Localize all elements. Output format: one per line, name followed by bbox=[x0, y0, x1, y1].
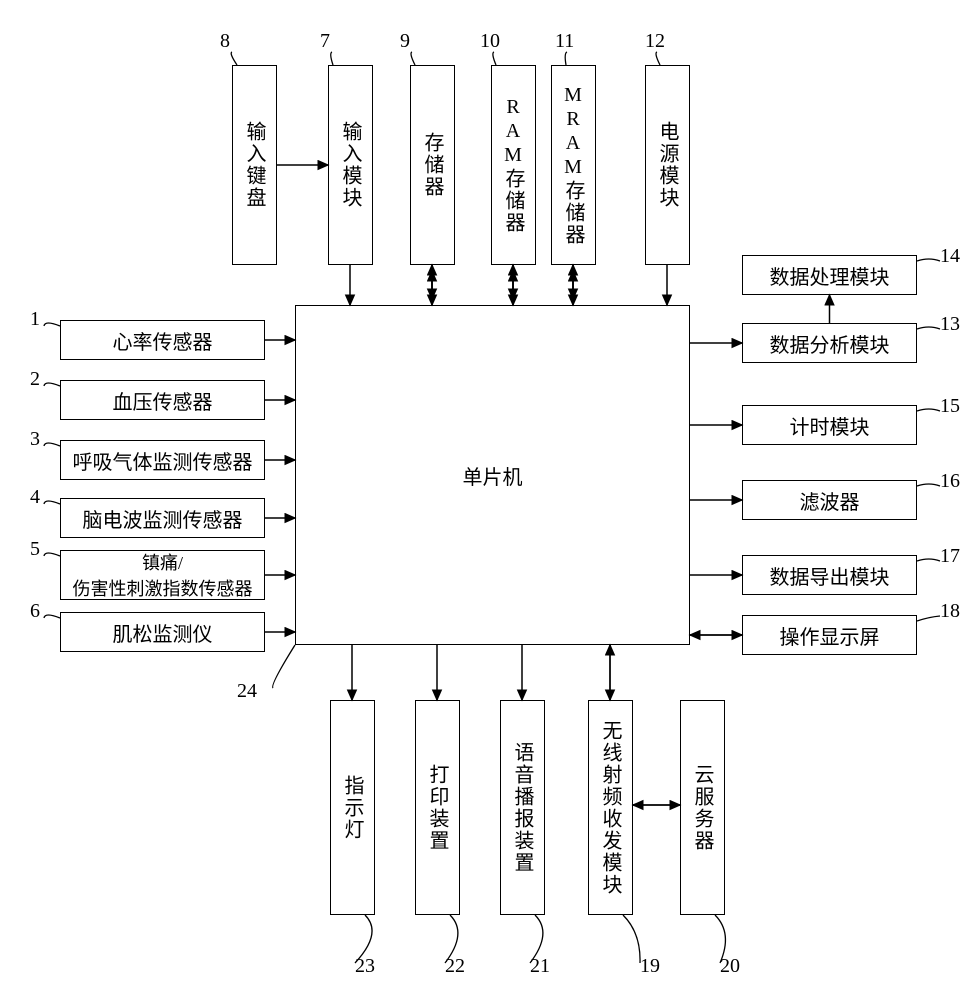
top-t8-label: 输入键盘 bbox=[240, 121, 269, 209]
ref-num-r13: 13 bbox=[940, 313, 960, 336]
ref-num-r18: 18 bbox=[940, 600, 960, 623]
bottom-b20: 云服务器 bbox=[680, 700, 725, 915]
left-l3-label: 呼吸气体监测传感器 bbox=[73, 446, 253, 475]
right-r17-label: 数据导出模块 bbox=[770, 561, 890, 590]
left-l1-label: 心率传感器 bbox=[113, 326, 213, 355]
bottom-b23-label: 指示灯 bbox=[338, 775, 367, 841]
bottom-b19-label: 无线射频收发模块 bbox=[596, 720, 625, 896]
left-l2: 血压传感器 bbox=[60, 380, 265, 420]
top-t7-label: 输入模块 bbox=[336, 121, 365, 209]
left-l5-label: 镇痛/ 伤害性刺激指数传感器 bbox=[73, 549, 253, 601]
top-t10: RAM存储器 bbox=[491, 65, 536, 265]
ref-num-b20: 20 bbox=[720, 955, 740, 978]
left-l6: 肌松监测仪 bbox=[60, 612, 265, 652]
right-r16-label: 滤波器 bbox=[800, 486, 860, 515]
right-r13-label: 数据分析模块 bbox=[770, 329, 890, 358]
top-t11-label: MRAM存储器 bbox=[559, 84, 588, 246]
right-r17: 数据导出模块 bbox=[742, 555, 917, 595]
ref-num-t9: 9 bbox=[400, 30, 410, 53]
bottom-b19: 无线射频收发模块 bbox=[588, 700, 633, 915]
right-r18: 操作显示屏 bbox=[742, 615, 917, 655]
right-r16: 滤波器 bbox=[742, 480, 917, 520]
right-r13: 数据分析模块 bbox=[742, 323, 917, 363]
bottom-b23: 指示灯 bbox=[330, 700, 375, 915]
bottom-b20-label: 云服务器 bbox=[688, 764, 717, 852]
ref-num-l3: 3 bbox=[30, 428, 40, 451]
bottom-b21-label: 语音播报装置 bbox=[508, 742, 537, 874]
ref-num-t12: 12 bbox=[645, 30, 665, 53]
top-t12-label: 电源模块 bbox=[653, 121, 682, 209]
right-r14: 数据处理模块 bbox=[742, 255, 917, 295]
ref-num-r17: 17 bbox=[940, 545, 960, 568]
right-r15: 计时模块 bbox=[742, 405, 917, 445]
ref-num-l2: 2 bbox=[30, 368, 40, 391]
ref-num-l1: 1 bbox=[30, 308, 40, 331]
right-r14-label: 数据处理模块 bbox=[770, 261, 890, 290]
ref-num-t11: 11 bbox=[555, 30, 574, 53]
ref-num-t7: 7 bbox=[320, 30, 330, 53]
left-l1: 心率传感器 bbox=[60, 320, 265, 360]
ref-num-b22: 22 bbox=[445, 955, 465, 978]
ref-num-r15: 15 bbox=[940, 395, 960, 418]
bottom-b22-label: 打印装置 bbox=[423, 764, 452, 852]
ref-num-center: 24 bbox=[237, 680, 257, 703]
ref-num-b21: 21 bbox=[530, 955, 550, 978]
ref-num-b23: 23 bbox=[355, 955, 375, 978]
left-l5: 镇痛/ 伤害性刺激指数传感器 bbox=[60, 550, 265, 600]
left-l3: 呼吸气体监测传感器 bbox=[60, 440, 265, 480]
right-r15-label: 计时模块 bbox=[790, 411, 870, 440]
ref-num-l5: 5 bbox=[30, 538, 40, 561]
mcu-box: 单片机 bbox=[295, 305, 690, 645]
top-t10-label: RAM存储器 bbox=[499, 96, 528, 234]
bottom-b22: 打印装置 bbox=[415, 700, 460, 915]
top-t9: 存储器 bbox=[410, 65, 455, 265]
ref-num-r16: 16 bbox=[940, 470, 960, 493]
top-t7: 输入模块 bbox=[328, 65, 373, 265]
left-l4: 脑电波监测传感器 bbox=[60, 498, 265, 538]
left-l2-label: 血压传感器 bbox=[113, 386, 213, 415]
ref-num-b19: 19 bbox=[640, 955, 660, 978]
ref-num-t8: 8 bbox=[220, 30, 230, 53]
ref-num-l4: 4 bbox=[30, 486, 40, 509]
top-t8: 输入键盘 bbox=[232, 65, 277, 265]
left-l4-label: 脑电波监测传感器 bbox=[83, 504, 243, 533]
diagram-canvas: 单片机输入键盘8输入模块7存储器9RAM存储器10MRAM存储器11电源模块12… bbox=[0, 0, 971, 1000]
top-t12: 电源模块 bbox=[645, 65, 690, 265]
ref-num-t10: 10 bbox=[480, 30, 500, 53]
left-l6-label: 肌松监测仪 bbox=[113, 618, 213, 647]
top-t11: MRAM存储器 bbox=[551, 65, 596, 265]
top-t9-label: 存储器 bbox=[418, 132, 447, 198]
bottom-b21: 语音播报装置 bbox=[500, 700, 545, 915]
right-r18-label: 操作显示屏 bbox=[780, 621, 880, 650]
ref-num-r14: 14 bbox=[940, 245, 960, 268]
ref-num-l6: 6 bbox=[30, 600, 40, 623]
mcu-box-label: 单片机 bbox=[463, 461, 523, 490]
